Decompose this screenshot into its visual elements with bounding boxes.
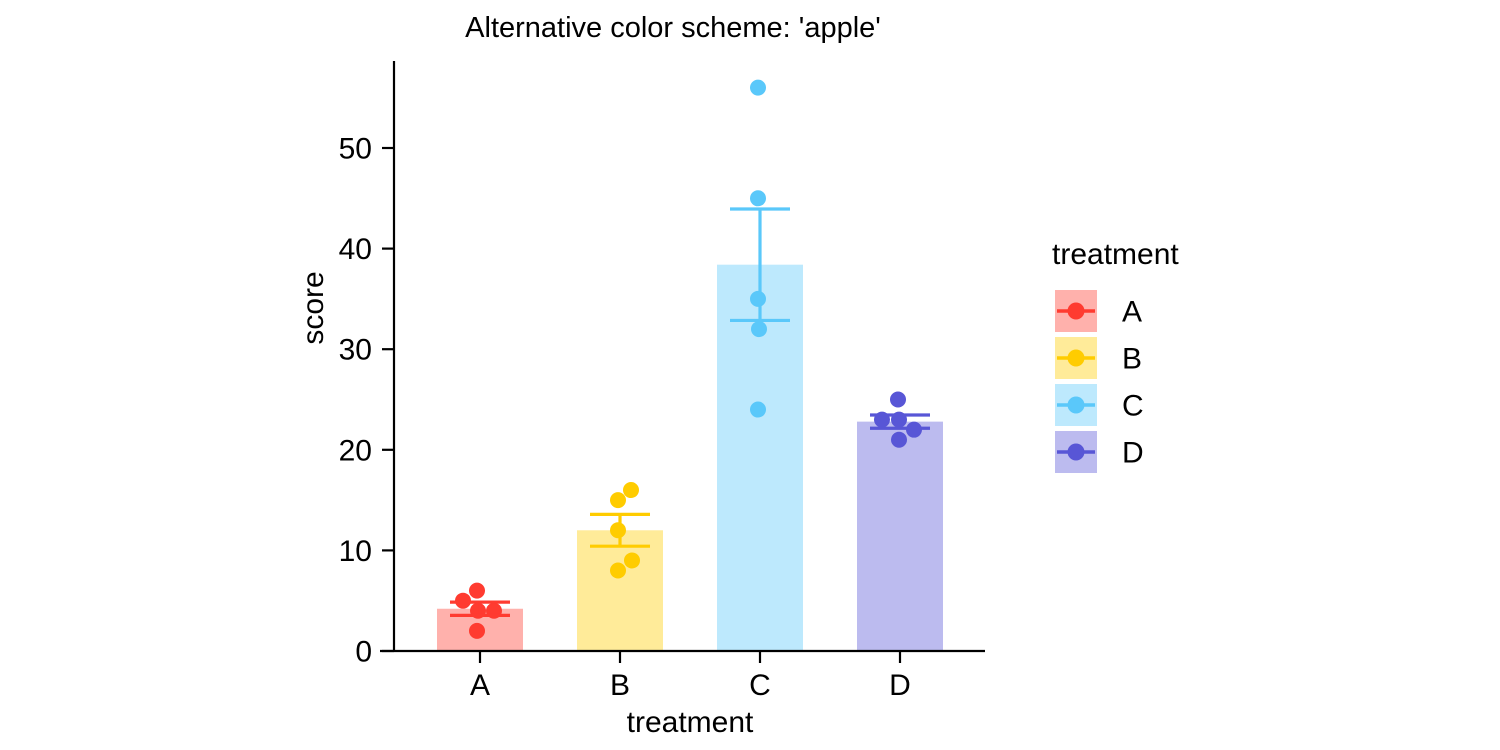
legend-label: C [1122,390,1144,423]
data-point-A [469,622,485,639]
data-point-C [750,190,766,207]
legend-item-D: D [1055,431,1144,473]
legend-key-dot [1067,443,1085,461]
legend-key-dot [1067,396,1085,414]
plot-area: 0 10 20 30 40 50 A B C D [339,61,985,702]
data-point-A [469,582,485,599]
y-tick-label: 20 [339,434,372,467]
data-point-B [623,482,639,499]
data-point-B [610,562,626,579]
x-tick-label: D [889,669,911,702]
data-point-D [890,391,906,408]
y-tick-label: 50 [339,133,372,166]
data-point-C [750,79,766,96]
chart-title: Alternative color scheme: 'apple' [465,12,881,44]
legend-label: B [1122,343,1142,376]
legend-title: treatment [1052,238,1179,271]
data-point-B [610,522,626,539]
x-axis-title: treatment [627,706,754,739]
y-tick-label: 0 [355,636,372,669]
data-point-C [750,401,766,418]
bar-B [577,530,663,651]
y-axis-title: score [297,271,330,344]
legend-label: A [1122,296,1142,329]
legend-label: D [1122,437,1144,470]
legend-key-dot [1067,349,1085,367]
x-tick-label: C [749,669,771,702]
legend-item-B: B [1055,337,1142,379]
x-tick-label: A [470,669,490,702]
legend-item-C: C [1055,384,1144,426]
y-tick-label: 40 [339,233,372,266]
legend-item-A: A [1055,290,1142,332]
bar-D [857,421,943,651]
y-tick-label: 30 [339,334,372,367]
data-point-C [750,290,766,307]
data-point-D [891,431,907,448]
data-point-B [610,492,626,509]
x-tick-label: B [610,669,630,702]
data-point-C [751,321,767,338]
y-tick-label: 10 [339,535,372,568]
data-point-B [624,552,640,569]
legend-key-dot [1067,302,1085,320]
